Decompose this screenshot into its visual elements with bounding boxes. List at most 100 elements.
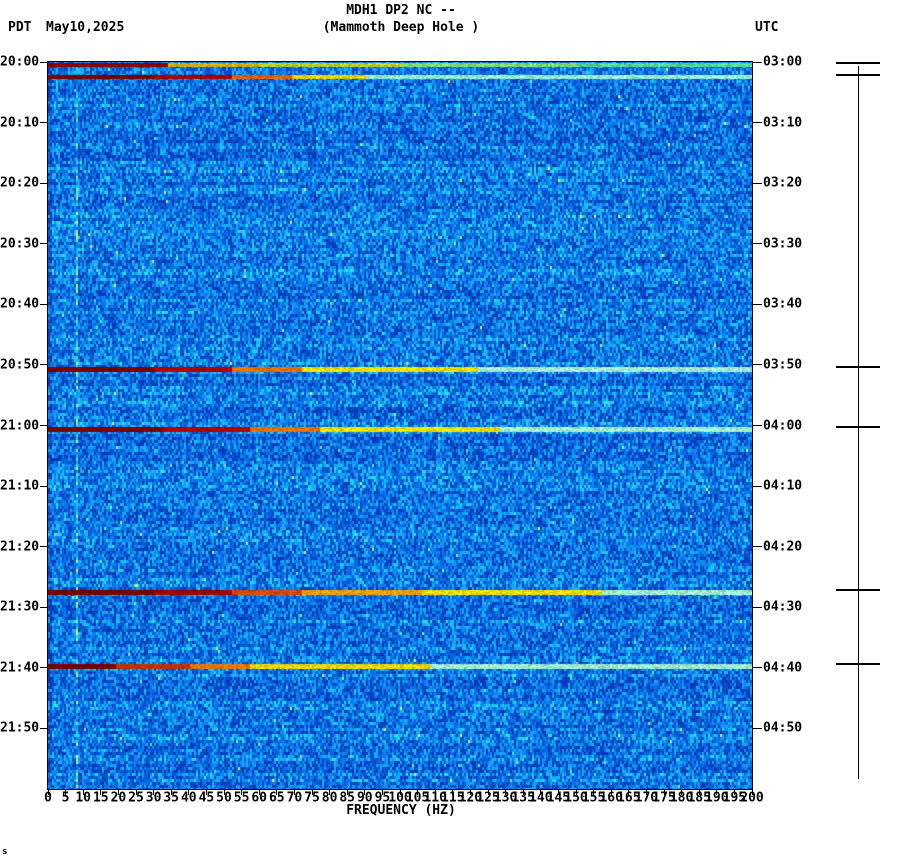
left-time-label: 21:30 (0, 599, 40, 615)
freq-axis-tick (505, 790, 507, 795)
freq-tick-label: 175 (652, 790, 676, 806)
right-time-label: 03:20 (763, 175, 803, 191)
freq-axis-tick (258, 790, 260, 795)
freq-axis-tick (364, 790, 366, 795)
freq-axis-tick (522, 790, 524, 795)
right-axis-tick (753, 606, 762, 608)
left-axis-tick (40, 243, 48, 245)
freq-tick-label: 105 (405, 790, 430, 806)
right-axis-tick (753, 485, 762, 487)
freq-axis-tick (681, 790, 683, 795)
left-axis-tick (40, 485, 48, 487)
freq-tick-label: 30 (145, 790, 162, 806)
x-axis-label: FREQUENCY (HZ) (346, 803, 456, 818)
freq-tick-label: 120 (458, 790, 483, 806)
freq-axis-tick (293, 790, 295, 795)
freq-tick-label: 170 (634, 790, 659, 806)
right-time-label: 03:00 (763, 54, 803, 70)
freq-axis-tick (399, 790, 401, 795)
event-marker-tick (836, 426, 880, 429)
freq-axis-tick (241, 790, 243, 795)
left-time-label: 21:40 (0, 660, 40, 676)
left-time-label: 21:50 (0, 720, 40, 736)
plot-subtitle: (Mammoth Deep Hole ) (322, 20, 480, 35)
event-marker-tick (836, 62, 880, 65)
freq-axis-tick (329, 790, 331, 795)
freq-axis-tick (65, 790, 67, 795)
right-time-label: 04:30 (763, 599, 803, 615)
freq-tick-label: 55 (233, 790, 250, 806)
freq-tick-label: 130 (493, 790, 518, 806)
right-time-label: 03:30 (763, 236, 803, 252)
freq-axis-tick (117, 790, 119, 795)
scale-bar-line (858, 66, 859, 779)
freq-axis-tick (170, 790, 172, 795)
right-axis-tick (753, 364, 762, 366)
freq-tick-label: 200 (740, 790, 764, 806)
freq-tick-label: 155 (581, 790, 606, 806)
event-marker-tick (836, 365, 880, 368)
right-axis-tick (753, 182, 762, 184)
freq-axis-tick (452, 790, 454, 795)
freq-axis-tick (540, 790, 542, 795)
right-axis-tick (753, 727, 762, 729)
freq-tick-label: 135 (511, 790, 535, 806)
right-axis-tick (753, 303, 762, 305)
freq-axis-tick (487, 790, 489, 795)
right-time-label: 04:50 (763, 720, 803, 736)
freq-tick-label: 85 (339, 790, 356, 806)
right-axis-tick (753, 61, 762, 63)
freq-axis-tick (188, 790, 190, 795)
freq-tick-label: 145 (546, 790, 571, 806)
freq-tick-label: 185 (687, 790, 711, 806)
freq-tick-label: 90 (356, 790, 373, 806)
freq-tick-label: 110 (423, 790, 447, 806)
date-label: May10,2025 (46, 20, 125, 35)
freq-axis-tick (311, 790, 313, 795)
freq-axis-tick (205, 790, 207, 795)
freq-axis-tick (593, 790, 595, 795)
freq-tick-label: 180 (669, 790, 694, 806)
freq-tick-label: 160 (599, 790, 623, 806)
freq-tick-label: 140 (529, 790, 553, 806)
right-time-label: 04:20 (763, 539, 803, 555)
freq-tick-label: 75 (304, 790, 320, 806)
freq-tick-label: 190 (705, 790, 729, 806)
freq-axis-tick (698, 790, 700, 795)
freq-tick-label: 95 (374, 790, 391, 806)
freq-tick-label: 115 (441, 790, 465, 806)
left-axis-tick (40, 122, 48, 124)
freq-axis-tick (575, 790, 577, 795)
left-time-label: 20:30 (0, 236, 40, 252)
freq-axis-tick (417, 790, 419, 795)
left-axis-tick (40, 303, 48, 305)
freq-tick-label: 100 (388, 790, 412, 806)
right-time-label: 04:00 (763, 418, 803, 433)
freq-axis-tick (276, 790, 278, 795)
left-time-label: 21:10 (0, 478, 40, 494)
freq-axis-tick (434, 790, 436, 795)
freq-tick-label: 40 (180, 790, 197, 806)
right-axis-tick (753, 243, 762, 245)
freq-axis-tick (716, 790, 718, 795)
freq-tick-label: 70 (286, 790, 303, 806)
left-time-label: 21:00 (0, 418, 40, 433)
freq-tick-label: 45 (198, 790, 215, 806)
freq-tick-label: 15 (92, 790, 109, 806)
freq-tick-label: 150 (564, 790, 588, 806)
freq-axis-tick (628, 790, 630, 795)
timezone-right-label: UTC (755, 20, 779, 35)
left-time-label: 20:20 (0, 175, 40, 191)
right-time-label: 03:50 (763, 357, 803, 373)
right-time-label: 04:10 (763, 478, 803, 494)
event-marker-tick (836, 662, 880, 665)
freq-axis-tick (47, 790, 49, 795)
freq-tick-label: 25 (128, 790, 144, 806)
freq-axis-tick (381, 790, 383, 795)
right-time-label: 03:40 (763, 296, 803, 312)
freq-tick-label: 80 (321, 790, 338, 806)
plot-title: MDH1 DP2 NC -- (346, 3, 456, 18)
freq-tick-label: 165 (617, 790, 641, 806)
right-time-label: 03:10 (763, 115, 803, 131)
